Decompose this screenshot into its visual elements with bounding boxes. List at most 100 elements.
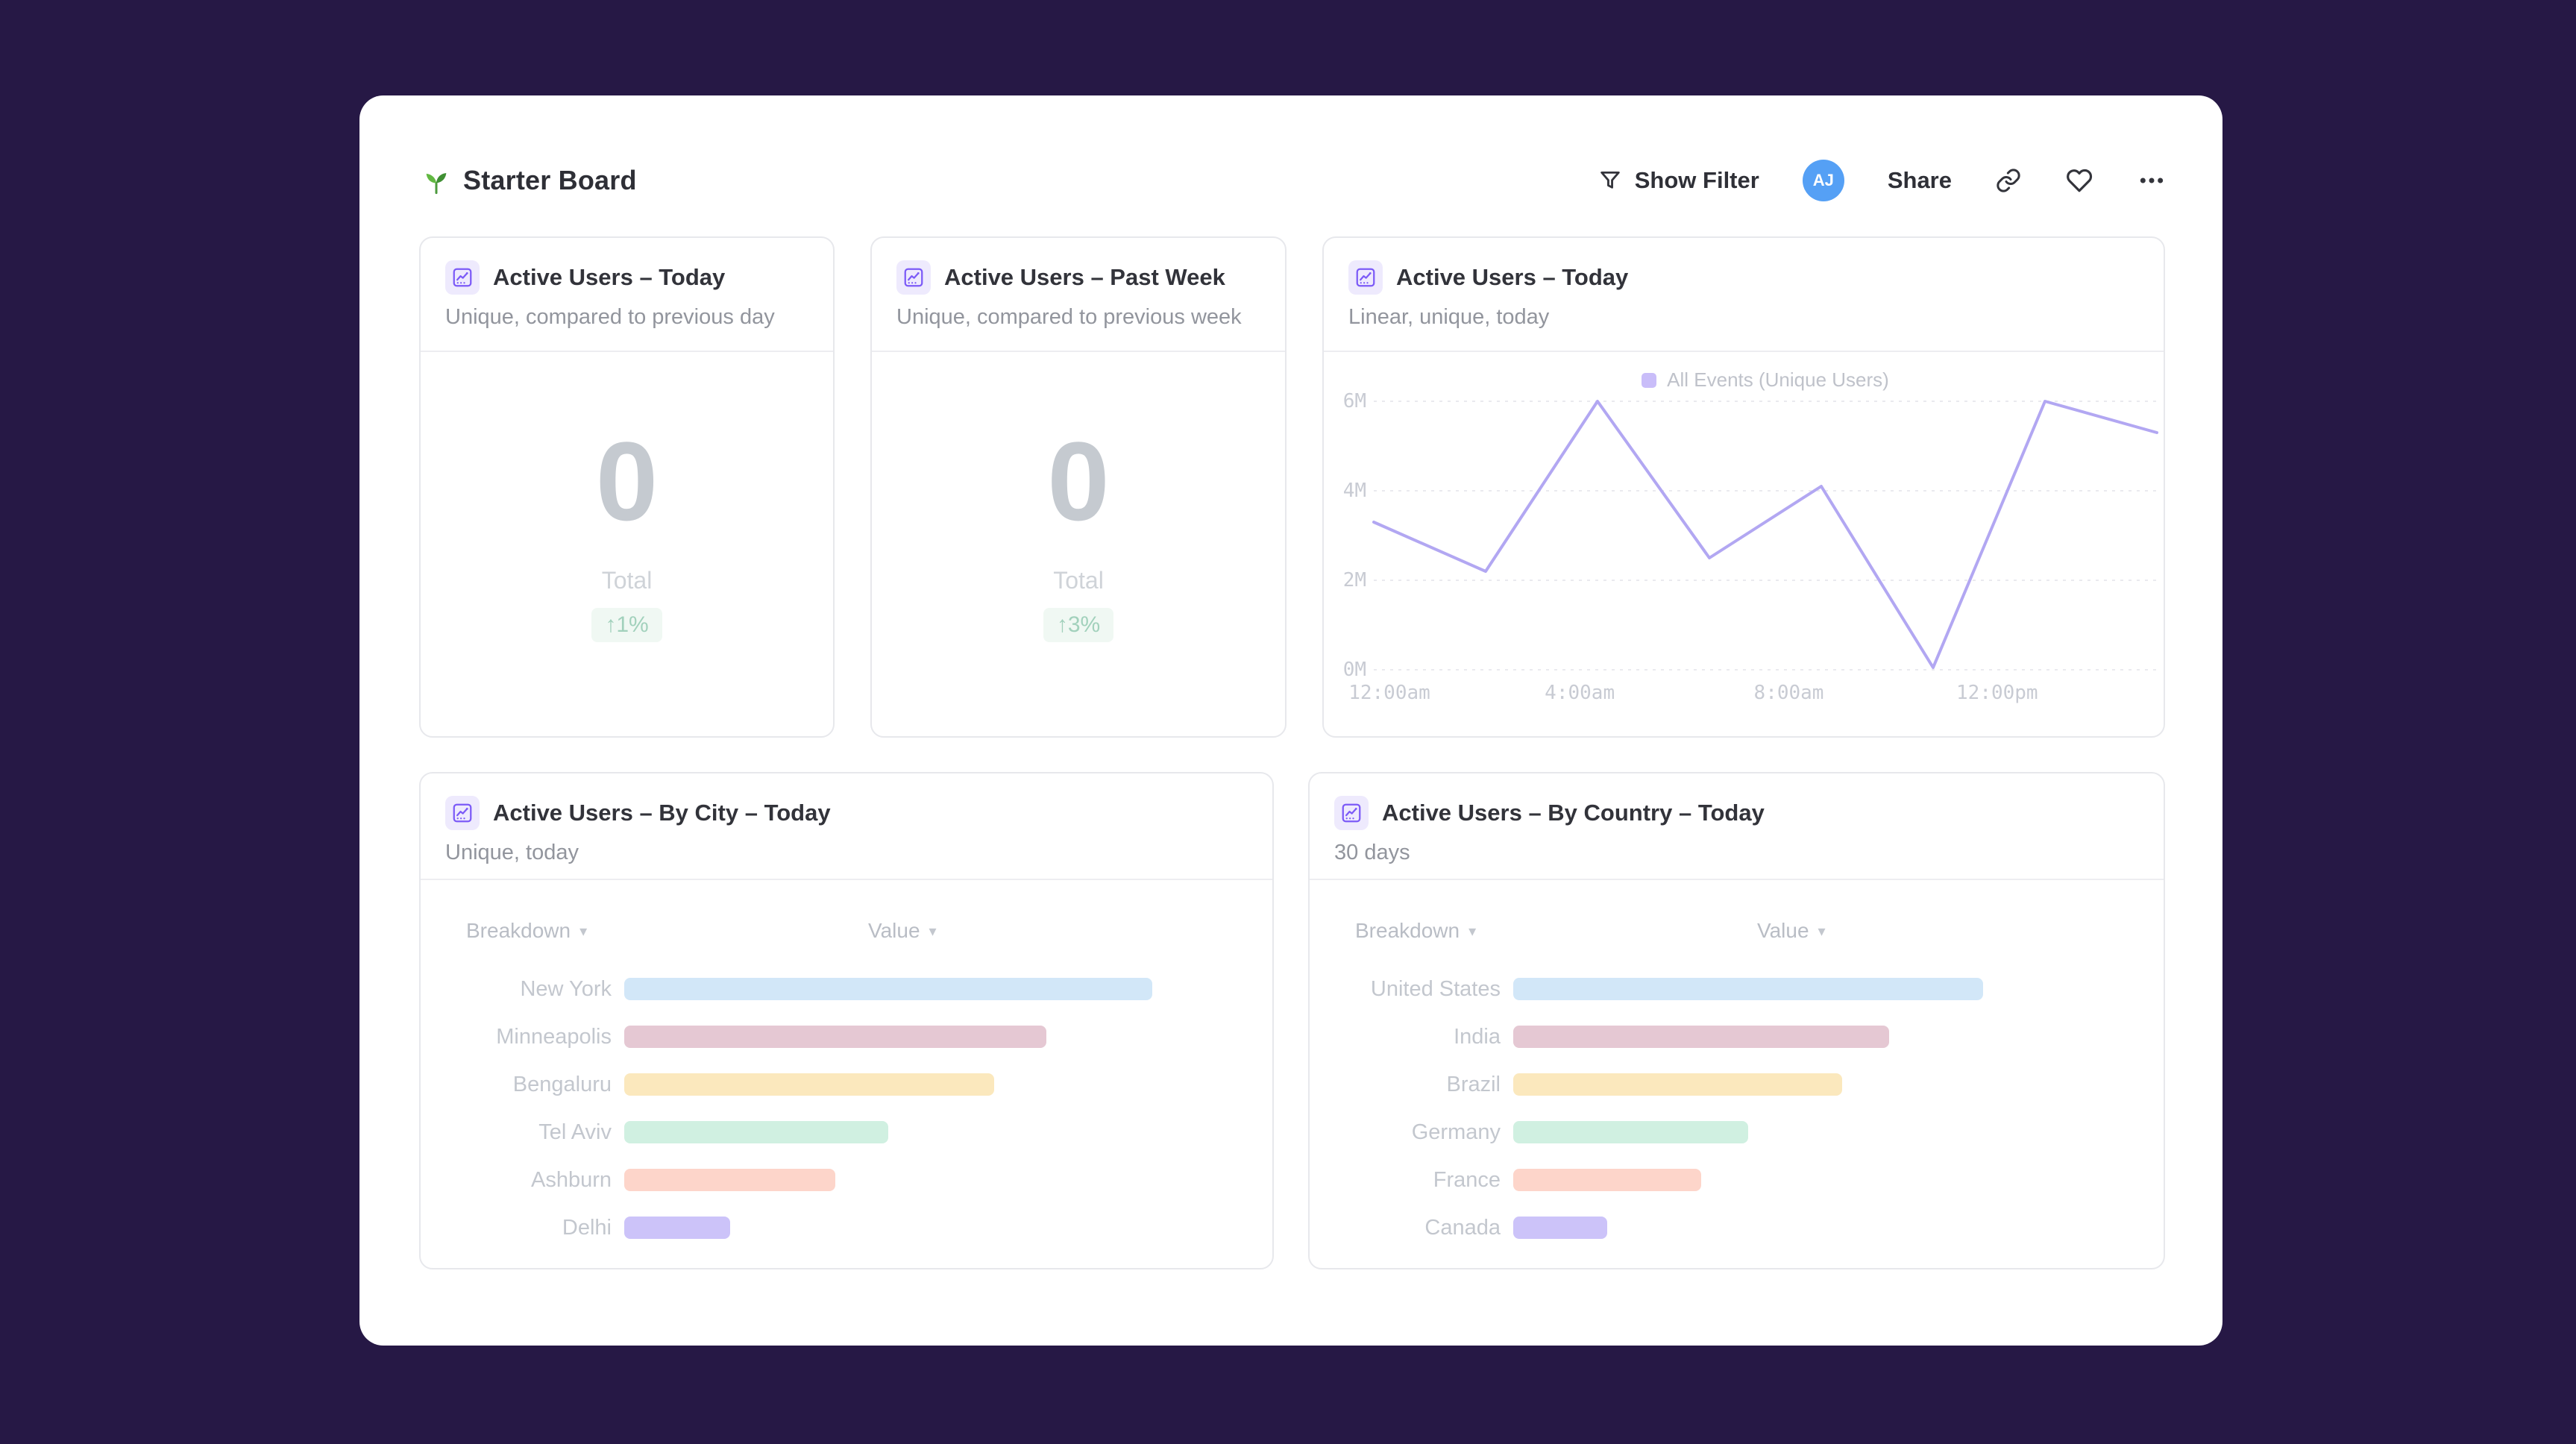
table-row: Minneapolis bbox=[421, 1013, 1272, 1061]
card-header: Active Users – By City – Today Unique, t… bbox=[421, 773, 1272, 880]
value-bar bbox=[624, 1169, 836, 1191]
kpi-body: 0 Total ↑3% bbox=[872, 352, 1285, 738]
value-column-label: Value bbox=[868, 919, 920, 942]
card-subtitle: 30 days bbox=[1334, 841, 1410, 864]
breakdown-label: France bbox=[1433, 1167, 1501, 1192]
card-subtitle: Unique, compared to previous week bbox=[896, 305, 1242, 329]
breakdown-column-sort[interactable]: Breakdown ▾ bbox=[1355, 919, 1476, 943]
chart-icon bbox=[445, 796, 480, 830]
value-bar bbox=[1513, 1073, 1842, 1096]
breakdown-label: Minneapolis bbox=[496, 1024, 612, 1049]
y-axis-tick: 4M bbox=[1342, 480, 1366, 502]
kpi-label: Total bbox=[1053, 567, 1104, 594]
x-axis-tick: 12:00am bbox=[1348, 682, 1430, 704]
table-row: Bengaluru bbox=[421, 1061, 1272, 1108]
card-active-users-by-country: Active Users – By Country – Today 30 day… bbox=[1308, 772, 2165, 1269]
breakdown-label: Bengaluru bbox=[512, 1072, 612, 1096]
card-header: Active Users – By Country – Today 30 day… bbox=[1310, 773, 2164, 880]
breakdown-label: India bbox=[1454, 1024, 1501, 1049]
page-header: Starter Board Show Filter AJ Share bbox=[421, 155, 2167, 206]
seedling-icon bbox=[426, 173, 447, 195]
card-title: Active Users – Today bbox=[1396, 264, 1629, 290]
line-chart-body: All Events (Unique Users) 6M 4M 2M 0M 12:00a… bbox=[1324, 352, 2164, 738]
header-actions: Show Filter AJ Share bbox=[1598, 160, 2167, 201]
show-filter-button[interactable]: Show Filter bbox=[1598, 167, 1759, 194]
breakdown-column-label: Breakdown bbox=[466, 919, 571, 942]
share-button[interactable]: Share bbox=[1887, 167, 1952, 193]
value-bar bbox=[1513, 1169, 1701, 1191]
link-icon bbox=[1997, 169, 2020, 192]
value-column-label: Value bbox=[1757, 919, 1809, 942]
breakdown-column-sort[interactable]: Breakdown ▾ bbox=[466, 919, 587, 943]
chart-icon bbox=[1348, 260, 1383, 295]
breakdown-rows: New York Minneapolis Bengaluru Tel Aviv Ashb… bbox=[421, 965, 1272, 1252]
x-axis-tick: 12:00pm bbox=[1956, 682, 2038, 704]
breakdown-label: Canada bbox=[1424, 1215, 1501, 1240]
breakdown-label: Ashburn bbox=[530, 1167, 612, 1192]
table-row: Delhi bbox=[421, 1204, 1272, 1252]
legend-label: All Events (Unique Users) bbox=[1667, 368, 1889, 391]
y-axis-tick: 0M bbox=[1342, 659, 1366, 681]
card-active-users-line-chart: Active Users – Today Linear, unique, tod… bbox=[1322, 236, 2165, 738]
breakdown-rows: United States India Brazil Germany France Can… bbox=[1310, 965, 2164, 1252]
kpi-value: 0 bbox=[1047, 418, 1110, 544]
kpi-label: Total bbox=[601, 567, 653, 594]
card-title: Active Users – By City – Today bbox=[493, 800, 831, 826]
value-bar bbox=[1513, 1026, 1889, 1048]
avatar[interactable]: AJ bbox=[1802, 160, 1844, 201]
filter-funnel-icon bbox=[1600, 171, 1620, 189]
chart-icon bbox=[445, 260, 480, 295]
value-bar bbox=[624, 1121, 888, 1143]
card-active-users-by-city: Active Users – By City – Today Unique, t… bbox=[419, 772, 1274, 1269]
card-title: Active Users – By Country – Today bbox=[1382, 800, 1765, 826]
chart-icon bbox=[1334, 796, 1369, 830]
show-filter-label: Show Filter bbox=[1634, 167, 1759, 193]
chevron-down-icon: ▾ bbox=[1818, 923, 1826, 940]
table-row: United States bbox=[1310, 965, 2164, 1013]
breakdown-label: Brazil bbox=[1446, 1072, 1501, 1096]
card-header: Active Users – Today Unique, compared to… bbox=[421, 238, 833, 352]
breakdown-label: New York bbox=[520, 976, 612, 1001]
value-bar bbox=[624, 1217, 730, 1239]
breakdown-label: United States bbox=[1370, 976, 1501, 1001]
value-column-sort[interactable]: Value ▾ bbox=[868, 919, 937, 943]
table-row: Brazil bbox=[1310, 1061, 2164, 1108]
card-active-users-past-week: Active Users – Past Week Unique, compare… bbox=[870, 236, 1287, 738]
y-axis-tick: 6M bbox=[1342, 390, 1366, 412]
value-column-sort[interactable]: Value ▾ bbox=[1757, 919, 1826, 943]
breakdown-table-header: Breakdown ▾ Value ▾ bbox=[1310, 919, 2164, 949]
x-axis-tick: 8:00am bbox=[1753, 682, 1824, 704]
card-title: Active Users – Past Week bbox=[944, 264, 1225, 290]
copy-link-button[interactable] bbox=[1995, 167, 2022, 194]
more-options-button[interactable] bbox=[2137, 166, 2167, 195]
table-row: France bbox=[1310, 1156, 2164, 1204]
table-row: Ashburn bbox=[421, 1156, 1272, 1204]
table-row: India bbox=[1310, 1013, 2164, 1061]
table-row: Germany bbox=[1310, 1108, 2164, 1156]
value-bar bbox=[624, 1073, 994, 1096]
breakdown-label: Germany bbox=[1411, 1120, 1501, 1144]
value-bar bbox=[1513, 1217, 1607, 1239]
breakdown-label: Delhi bbox=[562, 1215, 612, 1240]
breakdown-label: Tel Aviv bbox=[538, 1120, 612, 1144]
favorite-button[interactable] bbox=[2065, 166, 2093, 195]
board-title-group: Starter Board bbox=[421, 165, 637, 196]
table-row: Canada bbox=[1310, 1204, 2164, 1252]
card-subtitle: Linear, unique, today bbox=[1348, 305, 1550, 329]
chevron-down-icon: ▾ bbox=[1468, 923, 1477, 940]
breakdown-column-label: Breakdown bbox=[1355, 919, 1460, 942]
chevron-down-icon: ▾ bbox=[929, 923, 937, 940]
kpi-value: 0 bbox=[595, 418, 659, 544]
card-header: Active Users – Today Linear, unique, tod… bbox=[1324, 238, 2164, 352]
kpi-body: 0 Total ↑1% bbox=[421, 352, 833, 738]
table-row: New York bbox=[421, 965, 1272, 1013]
chevron-down-icon: ▾ bbox=[579, 923, 588, 940]
y-axis-tick: 2M bbox=[1342, 569, 1366, 591]
card-header: Active Users – Past Week Unique, compare… bbox=[872, 238, 1285, 352]
card-active-users-today: Active Users – Today Unique, compared to… bbox=[419, 236, 835, 738]
table-row: Tel Aviv bbox=[421, 1108, 1272, 1156]
breakdown-table-header: Breakdown ▾ Value ▾ bbox=[421, 919, 1272, 949]
value-bar bbox=[1513, 1121, 1748, 1143]
card-subtitle: Unique, today bbox=[445, 841, 579, 864]
card-subtitle: Unique, compared to previous day bbox=[445, 305, 775, 329]
